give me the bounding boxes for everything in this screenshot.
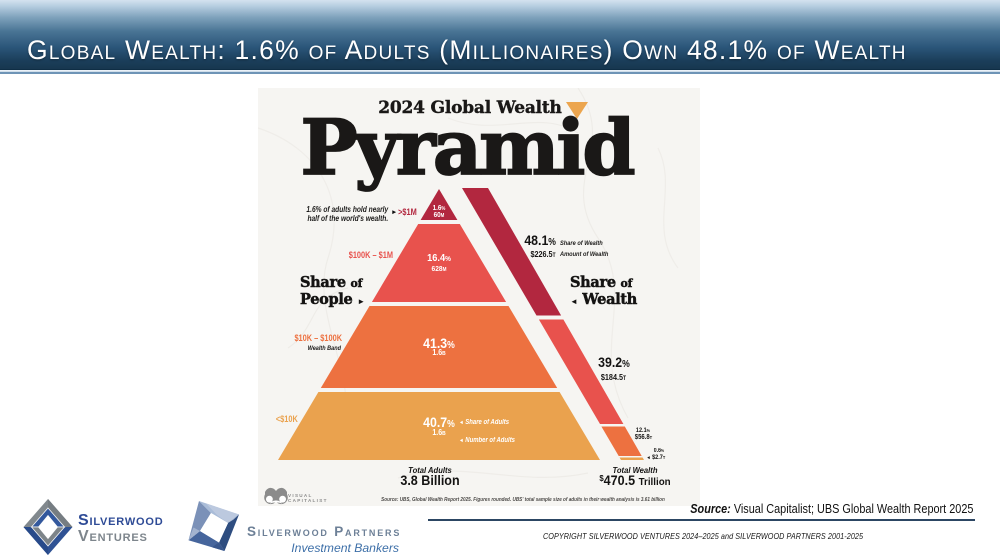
pyramid-graphic — [258, 88, 679, 505]
tier1-count: 60M — [433, 210, 445, 219]
visual-capitalist-logo-text: VISUAL CAPITALIST — [288, 493, 328, 504]
infographic-source-note: Source: UBS, Global Wealth Report 2025. … — [381, 496, 665, 503]
slide-title-bar: Global Wealth: 1.6% of Adults (Millionai… — [0, 0, 1000, 70]
strip1-amount-label: Amount of Wealth — [560, 251, 609, 258]
tier4-count-note: ◄ Number of Adults — [459, 436, 515, 444]
total-wealth-label: Total Wealth — [612, 464, 658, 475]
band-label-2: $100K – $1M — [349, 250, 394, 260]
strip2-amount: $184.5T — [600, 371, 627, 382]
wealth-strip-segment-2[interactable] — [538, 319, 624, 425]
strip1-share: 48.1% — [524, 232, 556, 248]
strip1-share-label: Share of Wealth — [560, 239, 603, 247]
wealth-pyramid-infographic: 2024 Global Wealth Pyramid 1.6% of adult… — [258, 88, 700, 506]
strip3-share: 12.1% — [635, 427, 651, 434]
tier3-count: 1.6B — [432, 347, 446, 357]
infographic-kicker: 2024 Global Wealth — [378, 98, 562, 118]
tier2-count: 628M — [431, 264, 447, 273]
tier4-share: 40.7% — [423, 413, 455, 430]
band-note: Wealth Band — [307, 344, 341, 352]
strip2-share: 39.2% — [598, 354, 630, 370]
wealth-strip-segment-1[interactable] — [462, 188, 562, 316]
annotation-arrow-icon: ► — [391, 209, 398, 216]
band-label-1: >$1M — [398, 207, 417, 217]
visual-capitalist-logo-icon — [264, 487, 288, 505]
strip1-amount: $226.5T — [530, 249, 556, 259]
tier4-count: 1.6B — [432, 427, 446, 437]
total-adults-label: Total Adults — [408, 464, 452, 475]
band-label-4: <$10K — [275, 413, 298, 424]
strip4-share: 0.6% — [653, 447, 664, 454]
share-of-people-label: Share of People ► — [300, 274, 365, 308]
silverwood-partners-logo-text: Silverwood Partners — [247, 524, 402, 539]
wealth-strip-segment-4[interactable] — [619, 457, 645, 461]
strip3-amount: $56.8T — [634, 433, 653, 441]
silverwood-ventures-logo-icon — [23, 499, 73, 555]
title-bar-underline — [0, 70, 1000, 74]
strip4-amount: ◄ $2.7T — [646, 454, 665, 461]
tier3-share: 41.3% — [423, 334, 455, 351]
band-label-3: $10K – $100K — [294, 333, 342, 343]
tier1-share: 1.6% — [432, 202, 446, 212]
pyramid-tier-4[interactable] — [278, 392, 600, 460]
slide-source-line: Source: Visual Capitalist; UBS Global We… — [689, 502, 973, 516]
silverwood-partners-tagline: Investment Bankers — [291, 541, 399, 555]
silverwood-partners-logo-icon — [188, 501, 239, 551]
share-of-wealth-label: Share of ◄ Wealth — [570, 274, 638, 308]
pyramid-tier-3[interactable] — [320, 306, 558, 388]
marble-texture — [258, 88, 679, 479]
tier2-share: 16.4% — [427, 252, 451, 264]
silverwood-ventures-logo-text: Silverwood Ventures — [78, 512, 164, 545]
slide-title: Global Wealth: 1.6% of Adults (Millionai… — [27, 35, 907, 65]
total-wealth-value: $470.5 Trillion — [599, 473, 671, 489]
kicker-triangle — [566, 102, 588, 119]
wealth-strip-segment-3[interactable] — [601, 426, 642, 457]
pyramid-tier-2[interactable] — [371, 224, 507, 302]
copyright-line: COPYRIGHT SILVERWOOD VENTURES 2024–2025 … — [543, 530, 864, 541]
source-divider-rule — [428, 519, 975, 521]
tier4-share-note: ◄ Share of Adults — [459, 419, 510, 426]
top-annotation: 1.6% of adults hold nearly half of the w… — [306, 204, 388, 223]
infographic-title: Pyramid — [300, 102, 637, 193]
pyramid-tier-1[interactable] — [420, 189, 458, 220]
total-adults-value: 3.8 Billion — [400, 473, 460, 488]
